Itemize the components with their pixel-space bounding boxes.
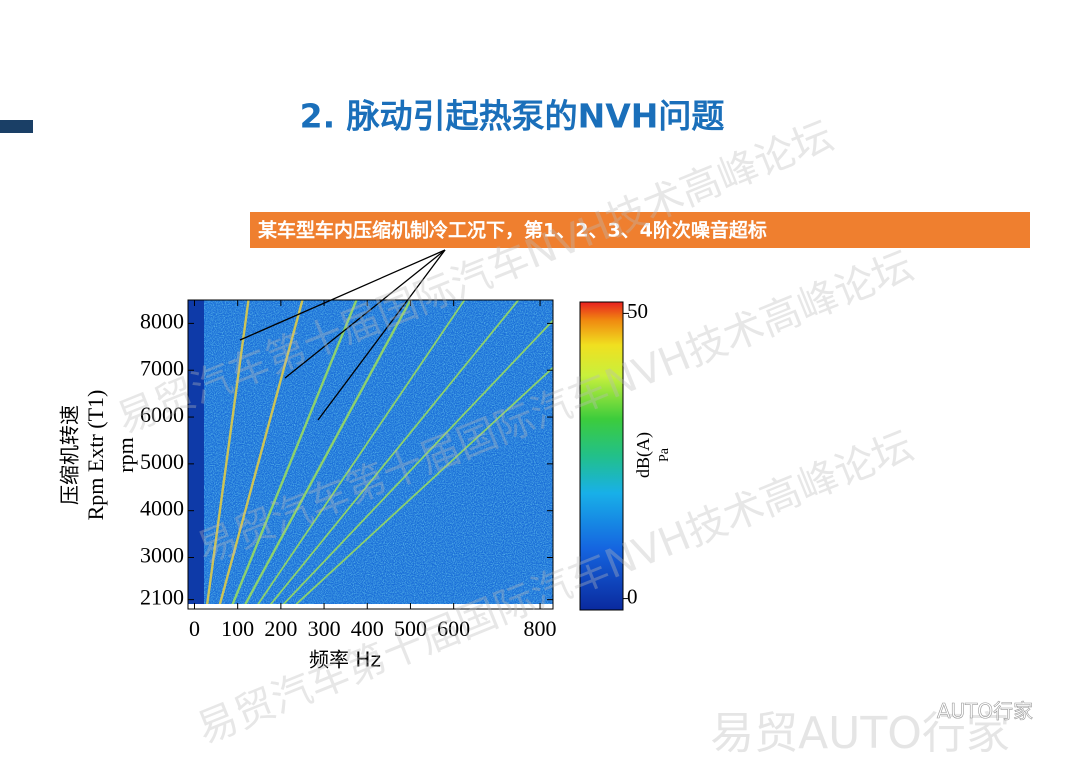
x-tick-label: 600 [437, 616, 470, 641]
spectrogram [187, 299, 554, 610]
watermark: 易贸AUTO行家 [710, 708, 1010, 759]
order-line [244, 300, 412, 605]
low-band [188, 300, 204, 609]
watermark: AUTO行家 [937, 699, 1033, 723]
colorbar-label: dB(A) [633, 432, 654, 478]
order-line [205, 300, 250, 605]
order-line [257, 300, 466, 605]
y-tick-label: 3000 [140, 543, 184, 568]
colorbar-tick-label: 0 [627, 584, 638, 608]
x-tick-label: 200 [264, 616, 297, 641]
order-line [231, 300, 358, 605]
colorbar [579, 301, 624, 611]
colorbar-label: Pa [657, 447, 672, 462]
order-line [218, 300, 304, 605]
callout-pointers [239, 249, 446, 421]
order-line [295, 366, 553, 605]
order-line [282, 319, 553, 605]
y-tick-label: 7000 [140, 355, 184, 380]
colorbar-tick-label: 50 [627, 299, 648, 323]
x-tick-label: 800 [524, 616, 557, 641]
y-tick-label: 6000 [140, 402, 184, 427]
order-line [270, 300, 520, 605]
accent-bar [0, 120, 33, 133]
plot-base [188, 604, 553, 609]
y-axis-label: 压缩机转速 [59, 405, 82, 505]
y-tick-label: 4000 [140, 496, 184, 521]
x-tick-label: 400 [351, 616, 384, 641]
y-tick-label: 2100 [140, 585, 184, 610]
plot-frame [187, 299, 554, 610]
x-tick-label: 100 [221, 616, 254, 641]
y-tick-label: 8000 [140, 308, 184, 333]
x-tick-label: 0 [189, 616, 200, 641]
callout-box [250, 212, 1030, 248]
noise [188, 300, 553, 609]
y-tick-label: 5000 [140, 449, 184, 474]
y-axis-label: rpm [113, 437, 138, 472]
y-axis-label: Rpm Extr (T1) [83, 390, 108, 521]
x-axis-label: 频率 Hz [309, 648, 381, 672]
callout-text: 某车型车内压缩机制冷工况下，第1、2、3、4阶次噪音超标 [258, 219, 767, 242]
slide-title: 2. 脉动引起热泵的NVH问题 [300, 97, 725, 136]
x-tick-label: 300 [308, 616, 341, 641]
x-tick-label: 500 [394, 616, 427, 641]
